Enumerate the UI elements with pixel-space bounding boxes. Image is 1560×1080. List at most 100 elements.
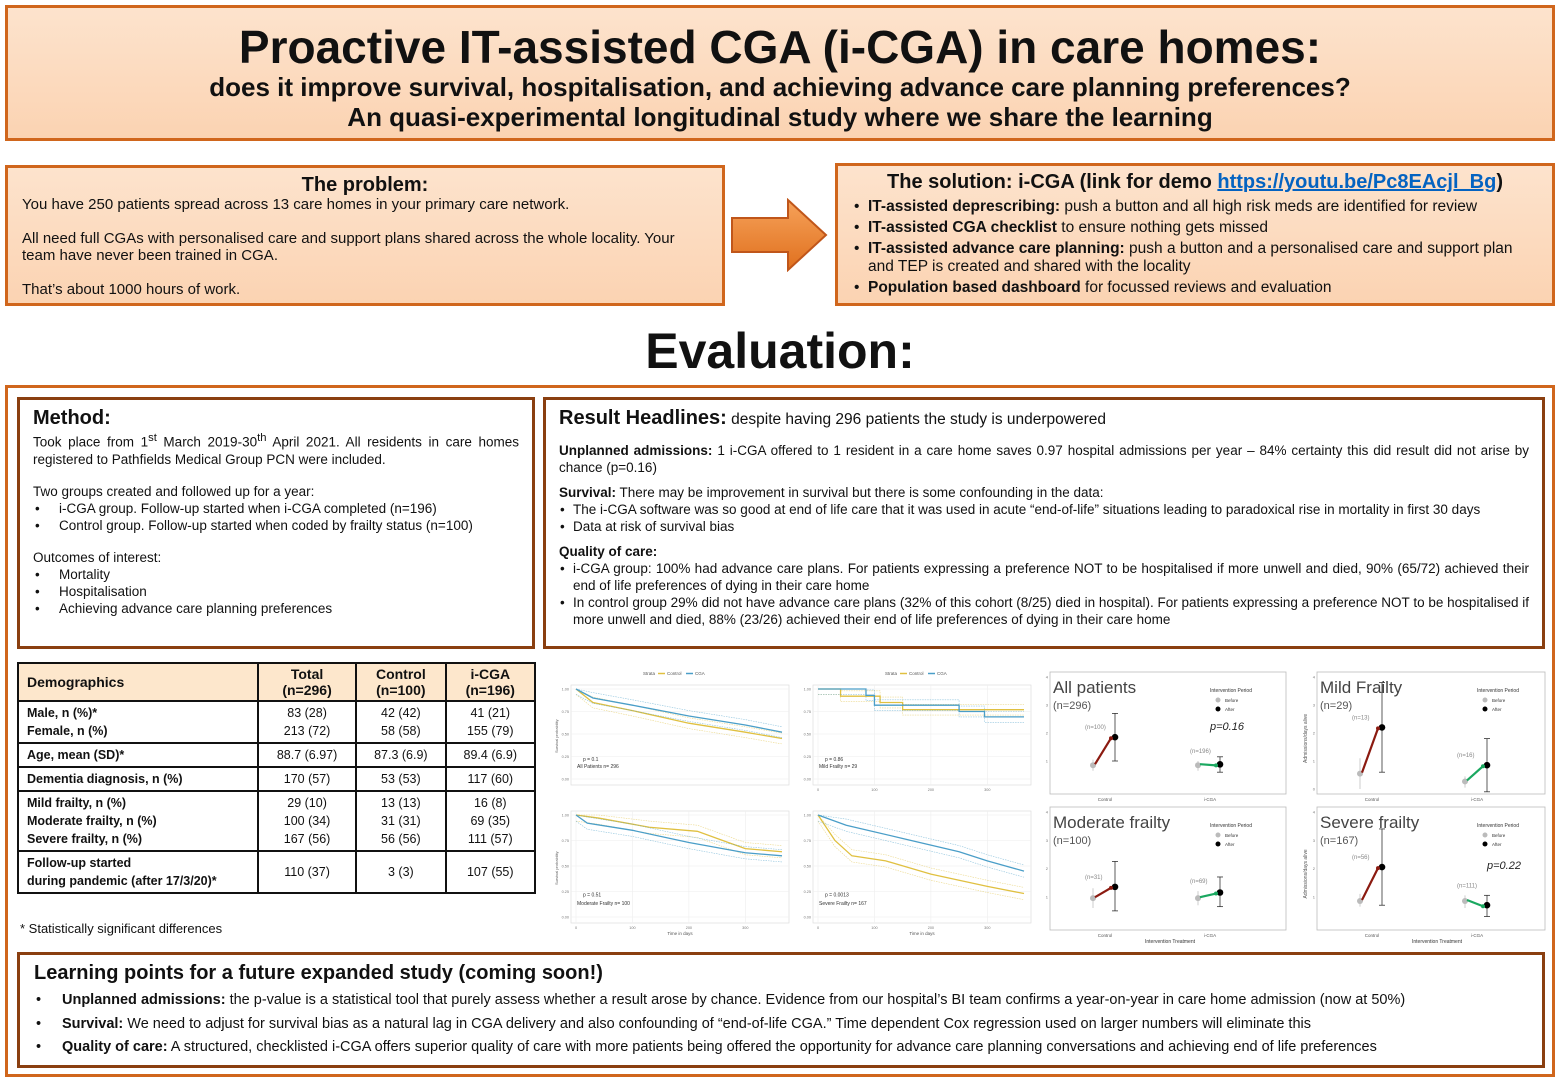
list-item: Unplanned admissions: the p-value is a s… bbox=[34, 989, 1528, 1013]
chart-label: Severe Frailty n= 167 bbox=[819, 901, 867, 907]
column-header: Total (n=296) bbox=[256, 662, 358, 702]
group-n-label: (n=196) bbox=[1190, 749, 1211, 755]
survival-chart: 0.00 0.25 0.50 0.75 1.00 0 100 200 300 Survival p… bbox=[554, 810, 790, 936]
x-tick-label: 0 bbox=[817, 788, 819, 792]
point-after bbox=[1111, 733, 1119, 741]
solution-title: The solution: i-CGA (link for demo https… bbox=[887, 171, 1503, 193]
legend-entry: Control bbox=[909, 671, 924, 676]
point-before bbox=[1195, 762, 1201, 769]
table-cell-total: 170 (57) bbox=[256, 766, 358, 792]
y-tick-label: 0.50 bbox=[804, 733, 811, 737]
point-after bbox=[1216, 761, 1224, 768]
y-tick-label: 3 bbox=[1313, 838, 1316, 843]
p-value: p=0.22 bbox=[1486, 860, 1521, 872]
y-tick-label: 0.50 bbox=[562, 865, 569, 869]
solution-item: IT-assisted deprescribing: push a button… bbox=[852, 198, 1538, 216]
group-n-label: (n=16) bbox=[1457, 753, 1475, 759]
survival-curve-cga bbox=[575, 688, 783, 733]
y-tick-label: 0.75 bbox=[562, 710, 569, 714]
y-tick-label: 4 bbox=[1313, 810, 1316, 815]
table-cell-total: 88.7 (6.97) bbox=[256, 742, 358, 768]
legend-entry: After bbox=[1492, 842, 1502, 847]
point-before bbox=[1090, 895, 1096, 902]
table-cell-labels: Age, mean (SD)* bbox=[17, 742, 259, 768]
quality-label: Quality of care: bbox=[559, 544, 658, 559]
evaluation-heading: Evaluation: bbox=[645, 323, 915, 379]
column-header: i-CGA (n=196) bbox=[444, 662, 537, 702]
list-item: In control group 29% did not have advanc… bbox=[559, 594, 1529, 628]
chart-label: Moderate Frailty n= 100 bbox=[577, 901, 630, 907]
y-tick-label: 0.00 bbox=[562, 778, 569, 782]
table-cell-control: 42 (42) 58 (58) bbox=[355, 700, 447, 744]
quality-list: i-CGA group: 100% had advance care plans… bbox=[559, 560, 1529, 628]
y-tick-label: 0.00 bbox=[562, 916, 569, 920]
legend-entry: Before bbox=[1492, 833, 1506, 838]
x-tick-label: 0 bbox=[817, 926, 819, 930]
list-item: Quality of care: A structured, checklist… bbox=[34, 1036, 1528, 1060]
survival-charts: Strata Control CGA 0.00 0.25 0.50 0.75 1.00 Surv… bbox=[553, 665, 1037, 943]
confidence-band-upper bbox=[576, 814, 783, 846]
y-tick-label: 3 bbox=[1046, 703, 1049, 708]
point-after bbox=[1378, 863, 1386, 871]
x-tick-label: Control bbox=[1365, 797, 1380, 802]
table-cell-total: 83 (28) 213 (72) bbox=[256, 700, 358, 744]
x-tick-label: i-CGA bbox=[1471, 797, 1483, 802]
group-n-label: (n=100) bbox=[1085, 725, 1106, 731]
y-tick-label: 2 bbox=[1313, 731, 1316, 736]
outcomes-list: Mortality Hospitalisation Achieving adva… bbox=[33, 566, 519, 617]
point-before bbox=[1462, 778, 1468, 785]
column-header: Demographics bbox=[17, 662, 259, 702]
plot-area bbox=[570, 684, 790, 786]
solution-item: IT-assisted advance care planning: push … bbox=[852, 240, 1538, 276]
group-n-label: (n=13) bbox=[1352, 715, 1370, 721]
admissions-chart: 1 2 3 4 All patients (n=296) Intervention Peri… bbox=[1046, 671, 1287, 802]
poster-subtitle-2: An quasi-experimental longitudinal study… bbox=[347, 102, 1213, 132]
table-cell-labels: Follow-up started during pandemic (after … bbox=[17, 850, 259, 894]
confidence-band-lower bbox=[575, 694, 783, 738]
x-tick-label: 300 bbox=[742, 926, 748, 930]
p-value: p = 0.51 bbox=[583, 893, 601, 899]
right-arrow-icon bbox=[731, 198, 828, 272]
table-cell-labels: Mild frailty, n (%) Moderate frailty, n (… bbox=[17, 790, 259, 852]
survival-curve-control bbox=[575, 814, 783, 853]
demo-link[interactable]: https://youtu.be/Pc8EAcjl_Bg bbox=[1217, 171, 1497, 193]
point-after bbox=[1483, 901, 1491, 909]
survival-curve-cga bbox=[575, 814, 783, 857]
trend-arrow bbox=[1466, 765, 1484, 782]
x-tick-label: 0 bbox=[575, 926, 577, 930]
legend-entry: After bbox=[1225, 707, 1235, 712]
confidence-band-lower bbox=[817, 820, 1025, 878]
x-tick-label: 100 bbox=[871, 788, 877, 792]
x-tick-label: 100 bbox=[871, 926, 877, 930]
y-tick-label: 3 bbox=[1046, 838, 1049, 843]
legend-entry: CGA bbox=[937, 671, 947, 676]
solution-box: The solution: i-CGA (link for demo https… bbox=[835, 163, 1555, 306]
legend-entry: Before bbox=[1492, 698, 1506, 703]
y-axis-label: Survival probability bbox=[554, 719, 559, 753]
y-tick-label: 0.50 bbox=[562, 733, 569, 737]
trend-arrowhead bbox=[1109, 736, 1113, 741]
y-tick-label: 0.25 bbox=[562, 755, 569, 759]
list-item: i-CGA group. Follow-up started when i-CG… bbox=[33, 500, 519, 517]
legend-title: Strata bbox=[643, 671, 656, 676]
legend-title: Intervention Period bbox=[1477, 823, 1519, 829]
table-cell-control: 87.3 (6.9) bbox=[355, 742, 447, 768]
confidence-band-lower bbox=[575, 820, 783, 859]
x-tick-label: 200 bbox=[928, 788, 934, 792]
legend-entry: CGA bbox=[695, 671, 705, 676]
learning-title: Learning points for a future expanded st… bbox=[34, 962, 603, 984]
admissions-chart: 1 2 3 4 Moderate frailty (n=100) Intervention … bbox=[1046, 806, 1287, 945]
x-axis-label: Time in days bbox=[667, 931, 693, 936]
y-tick-label: 4 bbox=[1313, 675, 1316, 680]
problem-box: The problem: You have 250 patients sprea… bbox=[5, 165, 725, 306]
y-axis-label: Admissions/days alive bbox=[1303, 849, 1309, 898]
chart-n: (n=167) bbox=[1320, 835, 1358, 847]
legend-marker bbox=[1482, 841, 1488, 847]
trend-arrowhead bbox=[1481, 764, 1485, 769]
y-tick-label: 1.00 bbox=[804, 814, 811, 818]
trend-arrow bbox=[1094, 737, 1112, 765]
chart-n: (n=29) bbox=[1320, 700, 1352, 712]
point-after bbox=[1378, 724, 1386, 731]
p-value: p = 0.0013 bbox=[825, 893, 849, 899]
point-after bbox=[1111, 883, 1119, 891]
